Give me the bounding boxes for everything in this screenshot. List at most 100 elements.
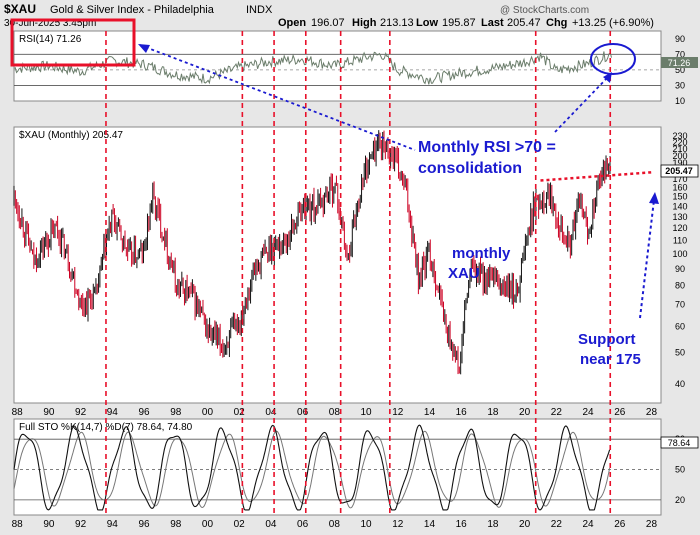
x-tick-label: 24 bbox=[582, 519, 594, 530]
annotations: Monthly RSI >70 = consolidation monthly … bbox=[10, 18, 659, 368]
x-tick-label: 12 bbox=[392, 519, 404, 530]
support-arrow-head bbox=[649, 192, 659, 204]
rsi-note-line1: Monthly RSI >70 = bbox=[418, 139, 556, 156]
price-last-value: 205.47 bbox=[665, 166, 693, 176]
x-tick-label: 88 bbox=[12, 407, 24, 418]
rsi-gridlines bbox=[14, 53, 661, 86]
rsi-arrow-left bbox=[139, 44, 416, 151]
rsi-highlight-box bbox=[10, 18, 136, 67]
last-value: 205.47 bbox=[507, 17, 541, 29]
x-tick-label: 96 bbox=[138, 407, 150, 418]
x-tick-label: 92 bbox=[75, 519, 87, 530]
rsi-arrow-right-head bbox=[603, 72, 612, 83]
x-tick-label: 98 bbox=[170, 519, 182, 530]
x-tick-label: 28 bbox=[646, 407, 658, 418]
rsi-y-tick: 90 bbox=[675, 34, 685, 44]
open-value: 196.07 bbox=[311, 17, 345, 29]
price-y-tick: 80 bbox=[675, 281, 685, 291]
rsi-y-ticks: 90 70 50 30 10 bbox=[675, 34, 685, 106]
x-tick-label: 04 bbox=[265, 519, 277, 530]
x-tick-label: 96 bbox=[138, 519, 150, 530]
price-y-tick: 70 bbox=[675, 300, 685, 310]
x-tick-label: 92 bbox=[75, 407, 87, 418]
rsi-note-line2: consolidation bbox=[418, 160, 522, 177]
x-tick-label: 02 bbox=[234, 407, 246, 418]
price-last-badge bbox=[660, 164, 699, 178]
price-y-tick: 160 bbox=[672, 182, 687, 192]
stoch-panel-frame bbox=[13, 418, 662, 516]
rsi-y-tick: 10 bbox=[675, 96, 685, 106]
stoch-gridlines bbox=[14, 438, 661, 501]
datetime-label: 30-Jun-2025 3:45pm bbox=[4, 18, 96, 29]
price-y-tick: 150 bbox=[672, 192, 687, 202]
price-y-ticks: 2302202102001901801701601501401301201101… bbox=[672, 131, 687, 389]
stoch-y-tick: 50 bbox=[675, 465, 685, 475]
x-tick-label: 14 bbox=[424, 407, 436, 418]
exchange-label: INDX bbox=[246, 4, 273, 16]
index-name: Gold & Silver Index - Philadelphia bbox=[50, 4, 215, 16]
chg-label: Chg bbox=[546, 17, 567, 29]
symbol-label: $XAU bbox=[4, 2, 36, 16]
x-tick-label: 00 bbox=[202, 519, 214, 530]
x-tick-label: 20 bbox=[519, 519, 531, 530]
x-tick-label: 26 bbox=[614, 519, 626, 530]
price-y-tick: 170 bbox=[672, 174, 687, 184]
x-tick-label: 00 bbox=[202, 407, 214, 418]
x-tick-label: 90 bbox=[43, 407, 55, 418]
x-tick-label: 22 bbox=[551, 519, 563, 530]
support-arrow bbox=[639, 199, 655, 319]
x-tick-label: 16 bbox=[456, 407, 468, 418]
high-label: High bbox=[352, 17, 377, 29]
x-tick-label: 90 bbox=[43, 519, 55, 530]
x-tick-label: 28 bbox=[646, 519, 658, 530]
x-tick-label: 16 bbox=[456, 519, 468, 530]
stoch-y-tick: 20 bbox=[675, 495, 685, 505]
x-tick-label: 08 bbox=[329, 407, 341, 418]
chart-header: $XAU Gold & Silver Index - Philadelphia … bbox=[4, 2, 654, 29]
high-value: 213.13 bbox=[380, 17, 414, 29]
price-title: $XAU (Monthly) 205.47 bbox=[19, 130, 123, 141]
chg-value: +13.25 (+6.90%) bbox=[572, 17, 654, 29]
x-tick-label: 06 bbox=[297, 407, 309, 418]
rsi-y-tick: 70 bbox=[675, 49, 685, 59]
x-tick-label: 04 bbox=[265, 407, 277, 418]
x-tick-label: 12 bbox=[392, 407, 404, 418]
rsi-y-tick: 30 bbox=[675, 80, 685, 90]
rsi-title: RSI(14) 71.26 bbox=[19, 34, 82, 45]
rsi-y-tick: 50 bbox=[675, 65, 685, 75]
support-note-line2: near 175 bbox=[580, 351, 641, 368]
price-y-tick: 230 bbox=[672, 131, 687, 141]
stoch-panel: Full STO %K(14,7) %D(7) 78.64, 74.80 805… bbox=[13, 418, 699, 516]
low-label: Low bbox=[416, 17, 438, 29]
open-label: Open bbox=[278, 17, 306, 29]
rsi-arrow-left-head bbox=[138, 44, 150, 53]
stoch-d-line bbox=[13, 430, 611, 509]
x-tick-label: 20 bbox=[519, 407, 531, 418]
price-y-tick: 50 bbox=[675, 347, 685, 357]
last-label: Last bbox=[481, 17, 504, 29]
x-tick-label: 14 bbox=[424, 519, 436, 530]
x-tick-label: 98 bbox=[170, 407, 182, 418]
rsi-last-badge bbox=[661, 57, 698, 68]
price-y-tick: 40 bbox=[675, 379, 685, 389]
watermark: @ StockCharts.com bbox=[500, 5, 589, 16]
price-y-tick: 210 bbox=[672, 144, 687, 154]
x-tick-label: 94 bbox=[107, 407, 119, 418]
price-y-tick: 190 bbox=[672, 158, 687, 168]
rsi-highlight-circle bbox=[590, 43, 636, 75]
x-tick-label: 94 bbox=[107, 519, 119, 530]
price-y-tick: 90 bbox=[675, 264, 685, 274]
x-tick-label: 18 bbox=[487, 407, 499, 418]
x-tick-label: 18 bbox=[487, 519, 499, 530]
x-tick-label: 88 bbox=[12, 519, 24, 530]
xau-note-line1: monthly bbox=[452, 245, 511, 262]
x-tick-label: 26 bbox=[614, 407, 626, 418]
price-y-tick: 60 bbox=[675, 322, 685, 332]
rsi-last-value: 71.26 bbox=[668, 58, 691, 68]
support-note-line1: Support bbox=[578, 331, 636, 348]
price-y-tick: 110 bbox=[673, 236, 687, 246]
price-y-tick: 130 bbox=[672, 212, 687, 222]
stoch-last-badge bbox=[660, 436, 699, 449]
price-panel: $XAU (Monthly) 205.47 230220210200190180… bbox=[13, 126, 699, 404]
price-y-tick: 220 bbox=[672, 137, 687, 147]
